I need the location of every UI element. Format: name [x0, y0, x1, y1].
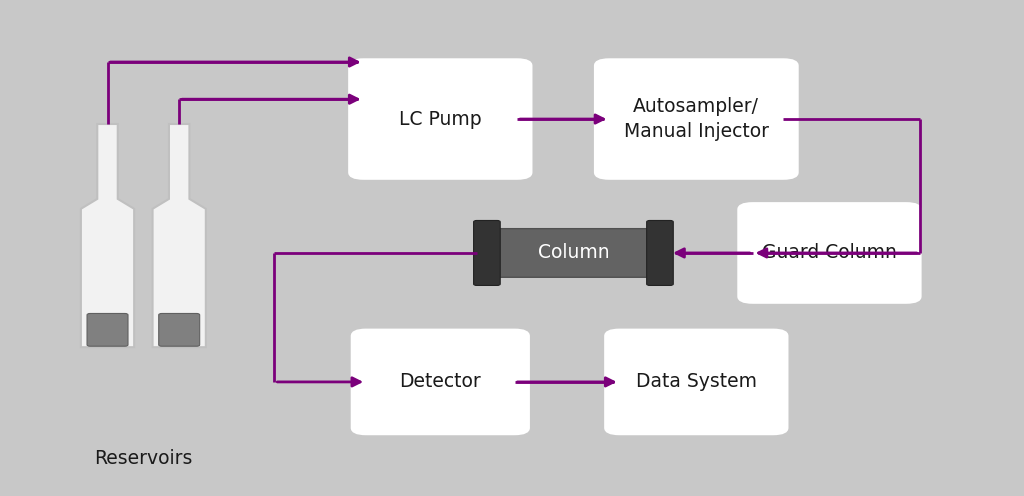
Text: LC Pump: LC Pump — [399, 110, 481, 128]
Text: Column: Column — [538, 244, 609, 262]
FancyBboxPatch shape — [473, 220, 501, 286]
Text: Reservoirs: Reservoirs — [94, 449, 193, 468]
Text: Guard Column: Guard Column — [762, 244, 897, 262]
Text: Detector: Detector — [399, 372, 481, 391]
FancyBboxPatch shape — [647, 220, 674, 286]
FancyBboxPatch shape — [87, 313, 128, 346]
FancyBboxPatch shape — [348, 59, 532, 180]
Text: Data System: Data System — [636, 372, 757, 391]
Polygon shape — [81, 124, 134, 347]
FancyBboxPatch shape — [594, 59, 799, 180]
Polygon shape — [153, 124, 206, 347]
FancyBboxPatch shape — [18, 9, 1006, 487]
FancyBboxPatch shape — [350, 328, 530, 435]
FancyBboxPatch shape — [737, 202, 922, 304]
FancyBboxPatch shape — [159, 313, 200, 346]
Text: Autosampler/
Manual Injector: Autosampler/ Manual Injector — [624, 97, 769, 141]
FancyBboxPatch shape — [604, 328, 788, 435]
FancyBboxPatch shape — [490, 229, 657, 277]
